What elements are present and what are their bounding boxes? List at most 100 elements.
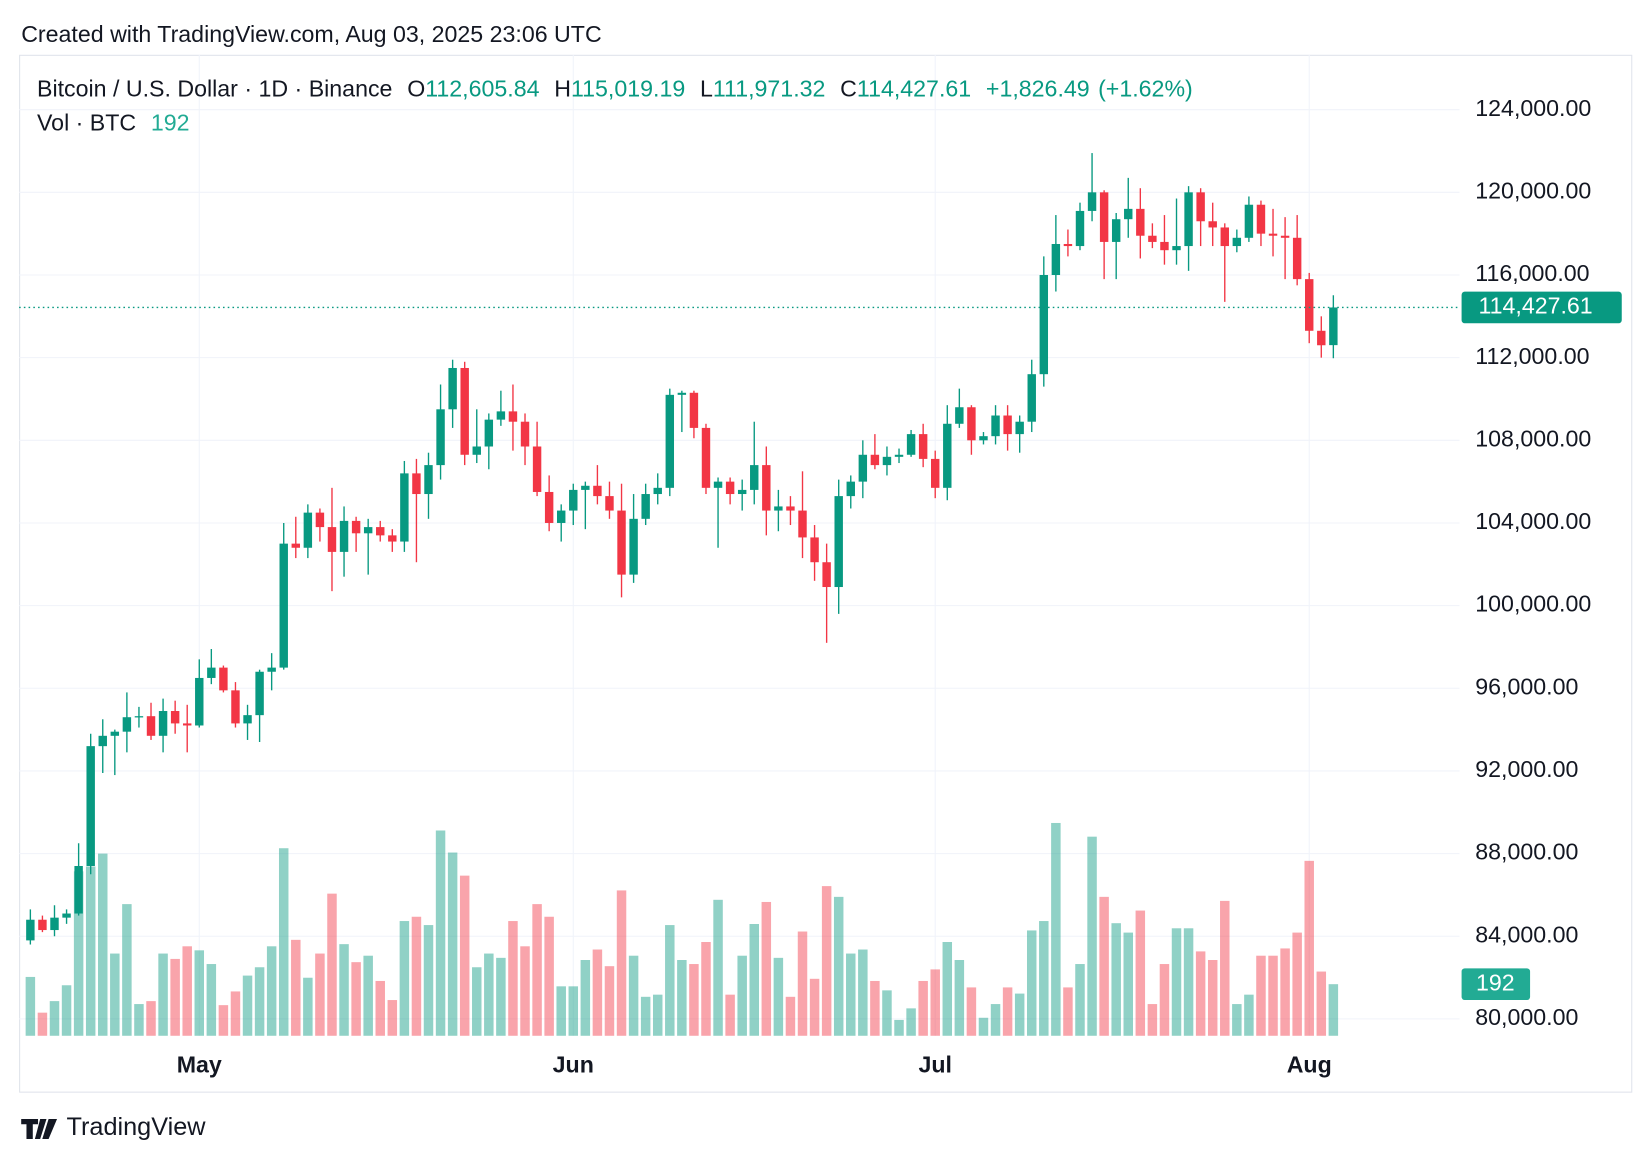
volume-bar: [713, 899, 723, 1036]
volume-bar: [689, 964, 699, 1036]
volume-bar: [472, 967, 482, 1036]
candle-body: [50, 917, 59, 931]
candle-body: [351, 520, 361, 534]
volume-bar: [1256, 955, 1266, 1036]
volume-bar: [737, 955, 747, 1036]
candle-body: [74, 865, 83, 914]
volume-bar: [628, 955, 639, 1036]
volume-bar: [254, 967, 265, 1036]
candle-body: [170, 711, 180, 724]
volume-legend: Vol · BTC 192: [37, 109, 190, 135]
volume-bar: [85, 866, 96, 1036]
volume-bar: [1220, 900, 1230, 1036]
candle-body: [931, 458, 940, 488]
candle-body: [737, 489, 747, 495]
volume-bar: [604, 966, 615, 1036]
candle-body: [1317, 330, 1326, 346]
volume-bar: [773, 957, 784, 1036]
candle-body: [1039, 274, 1049, 375]
volume-bar: [1051, 822, 1061, 1036]
candle-body: [1003, 415, 1012, 435]
legend-line: Bitcoin / U.S. Dollar · 1D · Binance O112…: [37, 76, 1193, 102]
y-tick-label: 84,000.00: [1475, 921, 1578, 947]
volume-bar: [1232, 1004, 1242, 1036]
volume-bar: [1111, 923, 1121, 1036]
grid: [19, 54, 1460, 1036]
volume-bar: [882, 990, 892, 1036]
volume-bar: [870, 980, 880, 1036]
candle-body: [1232, 237, 1242, 247]
volume-bar: [954, 960, 965, 1036]
candle-body: [955, 407, 964, 424]
x-tick-label: Jul: [918, 1051, 951, 1077]
volume-bar: [544, 916, 554, 1036]
volume-bar: [918, 980, 928, 1036]
volume-bar: [303, 977, 313, 1036]
candle-body: [86, 746, 95, 866]
volume-bar: [1099, 896, 1109, 1036]
open-value: 112,605.84: [425, 76, 539, 102]
volume-bar: [146, 1001, 156, 1036]
candle-body: [810, 537, 819, 563]
volume-bar: [906, 1008, 916, 1036]
candle-body: [713, 481, 723, 488]
candle-body: [339, 520, 349, 552]
low-value: 111,971.32: [713, 76, 826, 102]
candle-body: [182, 723, 192, 726]
last-price-label: 114,427.61: [1478, 293, 1592, 319]
change-value: +1,826.49: [986, 76, 1090, 102]
volume-bar: [1123, 932, 1133, 1036]
volume-bar: [701, 941, 711, 1036]
volume-bar: [49, 1001, 60, 1036]
volume-bar: [496, 957, 506, 1036]
volume-bar: [315, 953, 325, 1036]
volume-bar: [387, 1000, 398, 1036]
candle-body: [1148, 235, 1157, 242]
chart-frame: [19, 54, 1633, 1093]
candle-body: [1220, 227, 1229, 247]
high-value: 115,019.19: [571, 76, 685, 102]
candle-body: [581, 485, 590, 490]
volume-bar: [1026, 930, 1037, 1036]
candle-body: [532, 446, 542, 492]
candle-body: [207, 667, 216, 678]
volume-bar: [242, 975, 253, 1036]
volume-bar: [640, 996, 651, 1036]
candle-body: [327, 527, 337, 552]
x-tick-label: May: [177, 1051, 222, 1077]
y-tick-label: 112,000.00: [1475, 343, 1589, 369]
volume-bar: [25, 976, 36, 1036]
candle-body: [653, 487, 662, 495]
candle-body: [412, 473, 421, 495]
candle-body: [448, 367, 457, 410]
h-label: H: [554, 76, 571, 102]
y-tick-label: 104,000.00: [1475, 508, 1591, 534]
candle-body: [146, 716, 156, 736]
volume-bar: [1087, 836, 1097, 1036]
volume-bar: [73, 871, 84, 1036]
candle-body: [1244, 204, 1254, 238]
candle-body: [858, 454, 868, 482]
candle-body: [424, 465, 433, 495]
volume-bar: [423, 925, 434, 1036]
candle-body: [496, 411, 506, 420]
volume-bar: [1159, 964, 1170, 1036]
volume-bar: [266, 946, 277, 1036]
volume-bar: [230, 991, 241, 1036]
candle-body: [677, 392, 687, 395]
candle-body: [508, 411, 518, 422]
candle-body: [122, 717, 132, 732]
volume-box: [1461, 968, 1531, 1000]
volume-bar: [1244, 994, 1254, 1036]
candle-body: [231, 690, 240, 724]
candle-body: [967, 407, 976, 441]
volume-bar: [1171, 928, 1182, 1036]
last-price-box: [1461, 291, 1622, 324]
volume-bar: [37, 1012, 48, 1036]
volume-bar: [508, 921, 518, 1036]
volume-bar: [206, 964, 217, 1036]
candle-body: [1051, 243, 1061, 275]
close-value: 114,427.61: [857, 76, 971, 102]
candle-body: [520, 421, 530, 447]
